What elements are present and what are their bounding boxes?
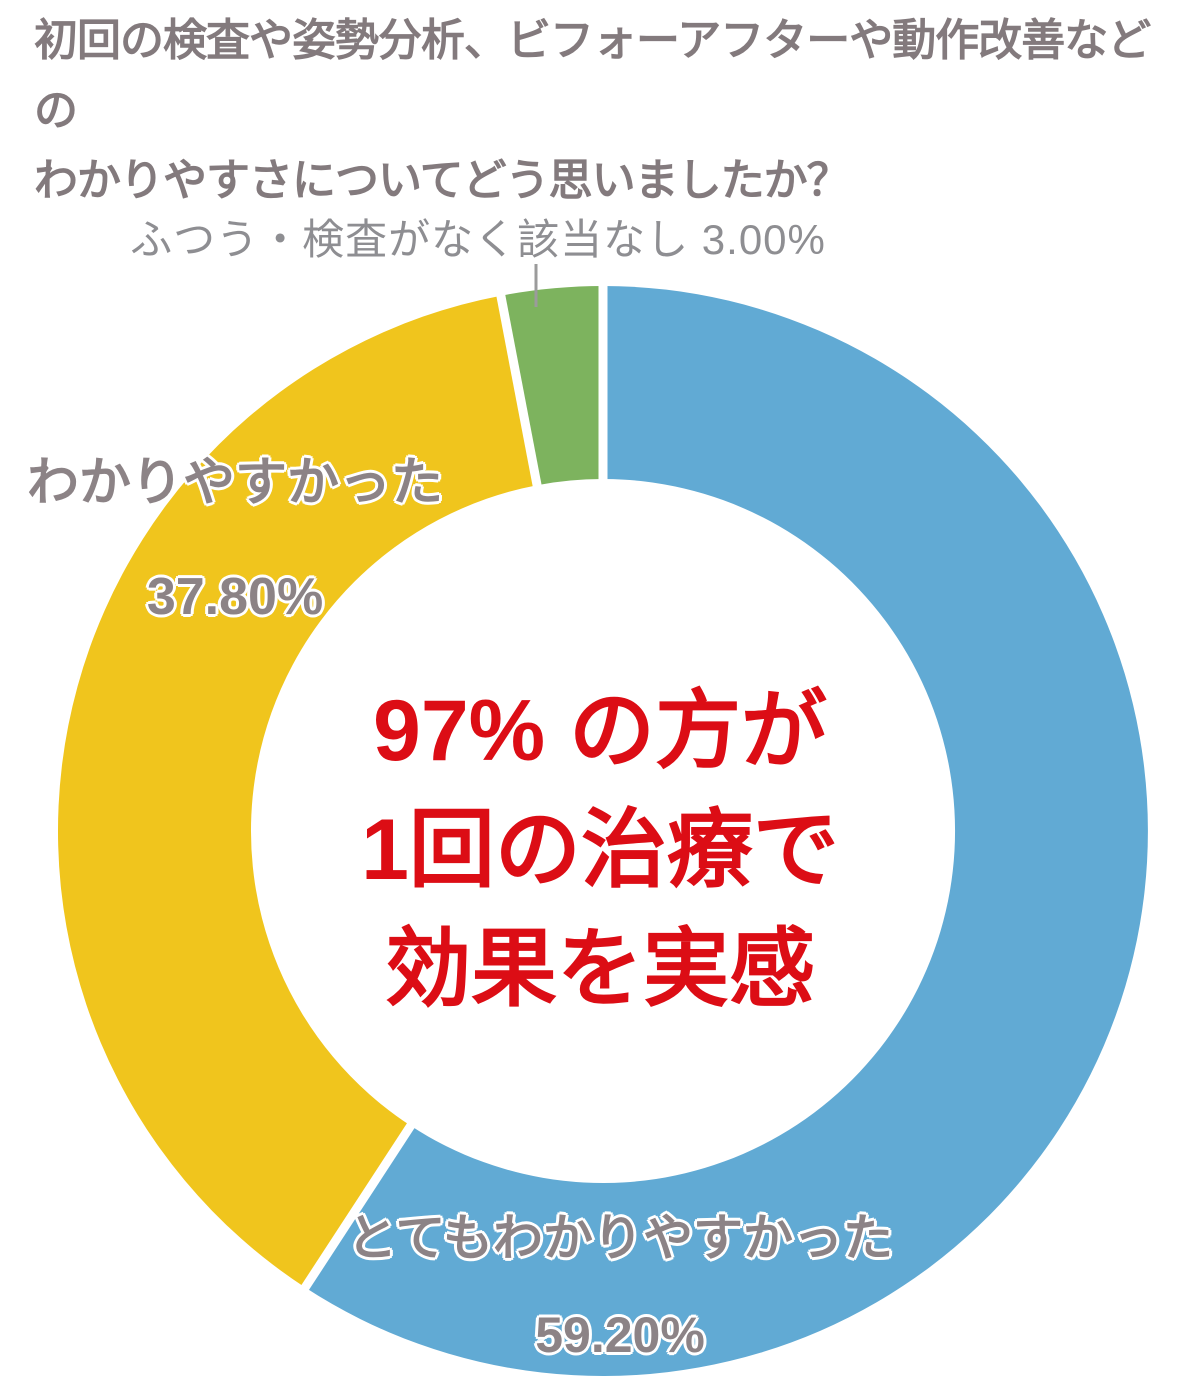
- easy-segment-name: わかりやすかった: [26, 454, 443, 512]
- chart-title: 初回の検査や姿勢分析、ビフォーアフターや動作改善などの わかりやすさについてどう…: [34, 6, 1164, 216]
- callout-line3: 効果を実感: [385, 921, 815, 1017]
- donut-slices: [57, 286, 1148, 1376]
- neutral-segment-pct: 3.00%: [701, 216, 826, 263]
- callout-line2: 1回の治療で: [361, 802, 839, 898]
- slice-separator-1: [298, 1119, 418, 1295]
- donut-slice-0: [305, 286, 1148, 1376]
- slice-separators: [298, 281, 608, 1295]
- very-easy-segment-name: とてもわかりやすかった: [347, 1210, 893, 1266]
- label-neutral-segment: ふつう・検査がなく該当なし 3.00%: [0, 206, 956, 267]
- chart-title-line2: わかりやすさについてどう思いましたか？: [34, 156, 851, 205]
- very-easy-segment-pct: 59.20%: [535, 1307, 705, 1363]
- donut-slice-1: [57, 295, 537, 1288]
- label-very-easy-segment: とてもわかりやすかった 59.20%: [320, 1190, 920, 1384]
- slice-separator-2: [495, 289, 543, 491]
- easy-segment-pct: 37.80%: [146, 568, 324, 626]
- neutral-segment-name: ふつう・検査がなく該当なし: [130, 216, 690, 263]
- chart-title-line1: 初回の検査や姿勢分析、ビフォーアフターや動作改善などの: [34, 16, 1151, 135]
- center-callout: 97% の方が 1回の治療で 効果を実感: [10, 672, 1186, 1029]
- label-easy-segment: わかりやすかった 37.80%: [0, 426, 470, 654]
- callout-line1: 97% の方が: [372, 683, 828, 779]
- donut-slice-2: [500, 286, 603, 486]
